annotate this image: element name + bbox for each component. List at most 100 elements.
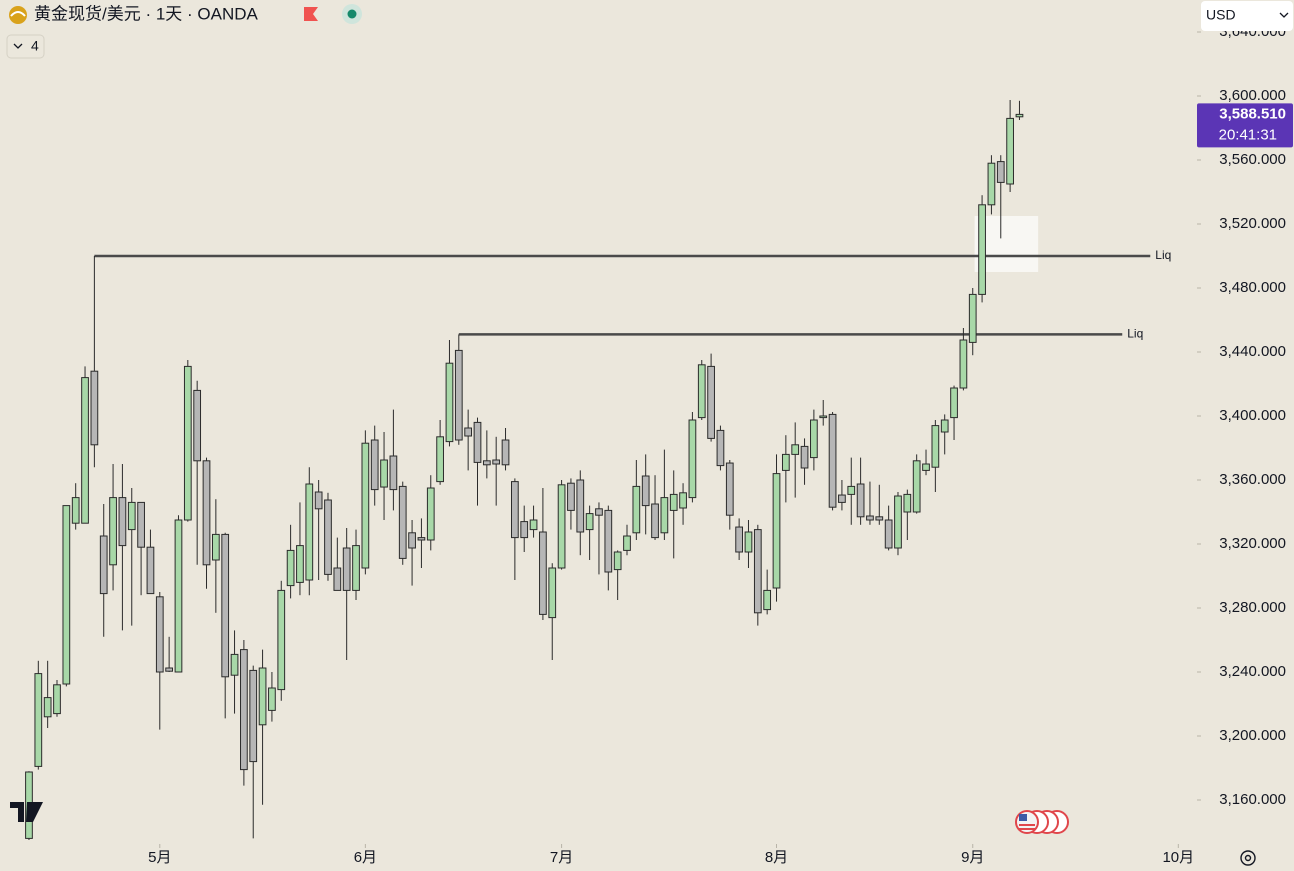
settings-icon[interactable] (1240, 850, 1256, 866)
candle-body (595, 508, 603, 516)
y-tick-label: 3,400.000 (1219, 407, 1286, 424)
x-tick-label: 6月 (354, 849, 377, 866)
candle-body (716, 429, 725, 467)
candle-body (417, 537, 426, 541)
candle-body (763, 589, 772, 611)
candle-body (669, 493, 678, 511)
candle-body (221, 533, 230, 678)
candle-body (651, 503, 659, 539)
candle-body (1006, 117, 1014, 185)
candle-body (202, 460, 211, 566)
candle-body (567, 482, 575, 511)
last-price-box (1197, 103, 1293, 148)
candle-body (211, 533, 220, 561)
candle-body (277, 589, 286, 691)
candle-body (576, 479, 585, 533)
candle-body (464, 427, 473, 437)
symbol-icon-mark (10, 11, 26, 17)
candle-body (922, 463, 930, 471)
y-tick-label: 3,560.000 (1219, 151, 1286, 168)
x-tick-label: 5月 (148, 849, 171, 866)
candle-body (679, 492, 687, 509)
candle-body (735, 526, 743, 553)
countdown-label: 20:41:31 (1219, 126, 1277, 143)
y-tick-label: 3,280.000 (1219, 599, 1286, 616)
candle-body (230, 653, 239, 676)
candle-body (240, 649, 248, 771)
candle-body (725, 462, 734, 516)
candle-body (613, 551, 622, 571)
candle-body (585, 513, 594, 531)
candle-body (389, 455, 398, 491)
candle-body (90, 370, 99, 446)
candle-body (398, 485, 407, 559)
candle-body (744, 531, 753, 553)
y-tick-label: 3,320.000 (1219, 535, 1286, 552)
candle-body (707, 365, 715, 439)
tradingview-logo[interactable] (10, 802, 43, 822)
x-tick-label: 10月 (1162, 849, 1194, 866)
candle-body (258, 667, 267, 726)
currency-label: USD (1206, 7, 1236, 23)
candle-body (847, 485, 856, 495)
candle-body (819, 415, 828, 419)
candle-body (34, 673, 43, 767)
candle-body (118, 497, 127, 547)
y-tick-label: 3,480.000 (1219, 279, 1286, 296)
candle-body (305, 483, 314, 581)
candle-body (931, 425, 940, 468)
candle-body (146, 546, 155, 595)
last-price-label: 3,588.510 (1219, 105, 1286, 122)
y-tick-label: 3,520.000 (1219, 215, 1286, 232)
indicator-count: 4 (31, 38, 39, 54)
candle-body (996, 161, 1005, 183)
candle-body (155, 596, 164, 673)
y-tick-label: 3,200.000 (1219, 727, 1286, 744)
flag-icon[interactable] (304, 7, 318, 21)
candle-body (268, 687, 276, 711)
candle-body (127, 501, 136, 531)
status-dot (347, 9, 357, 19)
candle-body (511, 481, 519, 539)
candle-body (753, 529, 762, 614)
candle-body (380, 459, 388, 488)
candle-body (950, 387, 958, 419)
candle-body (884, 519, 893, 549)
currency-select[interactable] (1201, 1, 1293, 31)
candle-body (109, 497, 117, 566)
candle-body (352, 545, 360, 591)
candle-body (296, 545, 304, 583)
candle-body (856, 483, 865, 518)
candle-body (482, 460, 491, 466)
candle-body (660, 497, 669, 534)
candle-body (875, 516, 884, 521)
candle-body (408, 532, 416, 549)
event-icons[interactable] (1015, 810, 1069, 834)
chevron (1279, 12, 1289, 18)
candle-body (333, 567, 342, 591)
chevron (13, 43, 23, 49)
candle-body (445, 362, 454, 443)
indicator-toggle[interactable] (6, 34, 45, 59)
candle-body (641, 475, 650, 507)
candle-body (781, 453, 790, 471)
y-tick-label: 3,600.000 (1219, 87, 1286, 104)
candle-body (987, 162, 996, 206)
candle-body (473, 421, 482, 463)
candle-body (828, 413, 837, 508)
candle-body (81, 377, 89, 524)
candle-body (1015, 113, 1024, 118)
candle-body (314, 491, 323, 510)
candle-body (137, 501, 145, 548)
y-tick-label: 3,360.000 (1219, 471, 1286, 488)
candle-body (529, 519, 538, 531)
candle-body (286, 549, 295, 587)
candle-body (183, 365, 192, 521)
candle-body (492, 459, 501, 465)
candle-body (426, 487, 435, 541)
candle-body (342, 547, 351, 591)
candle-body (959, 339, 968, 389)
